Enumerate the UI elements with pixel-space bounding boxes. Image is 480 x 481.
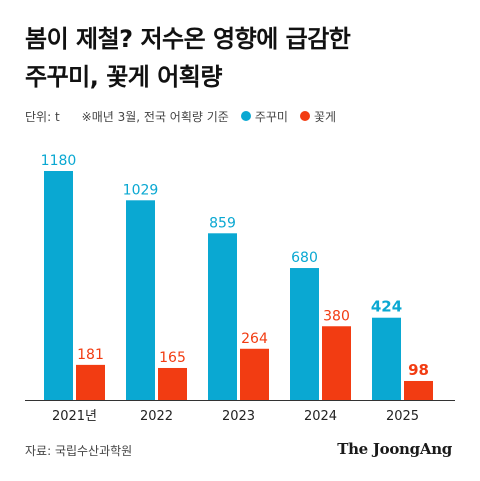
x-tick-label-4: 2025 xyxy=(386,409,419,424)
legend-swatch-kkotge xyxy=(299,111,310,121)
chart-meta: 단위: t ※매년 3월, 전국 어획량 기준 주꾸미 꽃게 xyxy=(25,107,336,125)
legend-label-kkotge: 꽃게 xyxy=(313,109,337,124)
brand-logo: The JoongAng xyxy=(337,440,452,458)
data-label-jukkumi-3: 680 xyxy=(291,250,318,266)
legend-item-jukkumi: 주꾸미 xyxy=(240,108,288,125)
title-line-1: 봄이 제철? 저수온 영향에 급감한 xyxy=(25,25,351,53)
x-tick-label-3: 2024 xyxy=(304,409,337,424)
x-tick-label-1: 2022 xyxy=(140,409,173,424)
data-label-kkotge-0: 181 xyxy=(77,347,104,363)
bar-kkotge-4 xyxy=(404,380,433,400)
source-text: 자료: 국립수산과학원 xyxy=(25,444,133,458)
chart-title: 봄이 제철? 저수온 영향에 급감한 주꾸미, 꽃게 어획량 xyxy=(25,20,465,96)
data-label-kkotge-1: 165 xyxy=(159,350,186,366)
bar-jukkumi-2 xyxy=(208,233,237,400)
unit-label: 단위: t xyxy=(25,109,60,124)
data-label-jukkumi-4: 424 xyxy=(371,298,402,316)
x-tick-label-2: 2023 xyxy=(222,409,255,424)
legend-label-jukkumi: 주꾸미 xyxy=(254,109,288,124)
bar-jukkumi-4 xyxy=(372,317,401,400)
data-label-jukkumi-0: 1180 xyxy=(41,153,77,169)
data-label-kkotge-4: 98 xyxy=(408,361,429,379)
data-label-jukkumi-2: 859 xyxy=(209,215,236,231)
data-label-jukkumi-1: 1029 xyxy=(123,182,159,198)
bar-kkotge-0 xyxy=(76,364,105,400)
data-label-kkotge-3: 380 xyxy=(323,308,350,324)
title-line-2: 주꾸미, 꽃게 어획량 xyxy=(25,63,222,91)
legend-item-kkotge: 꽃게 xyxy=(299,108,337,125)
bar-kkotge-2 xyxy=(240,348,269,400)
bar-jukkumi-0 xyxy=(44,171,73,400)
bar-jukkumi-3 xyxy=(290,268,319,400)
note-text: ※매년 3월, 전국 어획량 기준 xyxy=(81,109,229,124)
bar-kkotge-1 xyxy=(158,367,187,400)
legend-swatch-jukkumi xyxy=(240,111,251,121)
bar-jukkumi-1 xyxy=(126,200,155,400)
x-tick-label-0: 2021년 xyxy=(52,409,97,424)
data-label-kkotge-2: 264 xyxy=(241,331,268,347)
bar-kkotge-3 xyxy=(322,326,351,400)
